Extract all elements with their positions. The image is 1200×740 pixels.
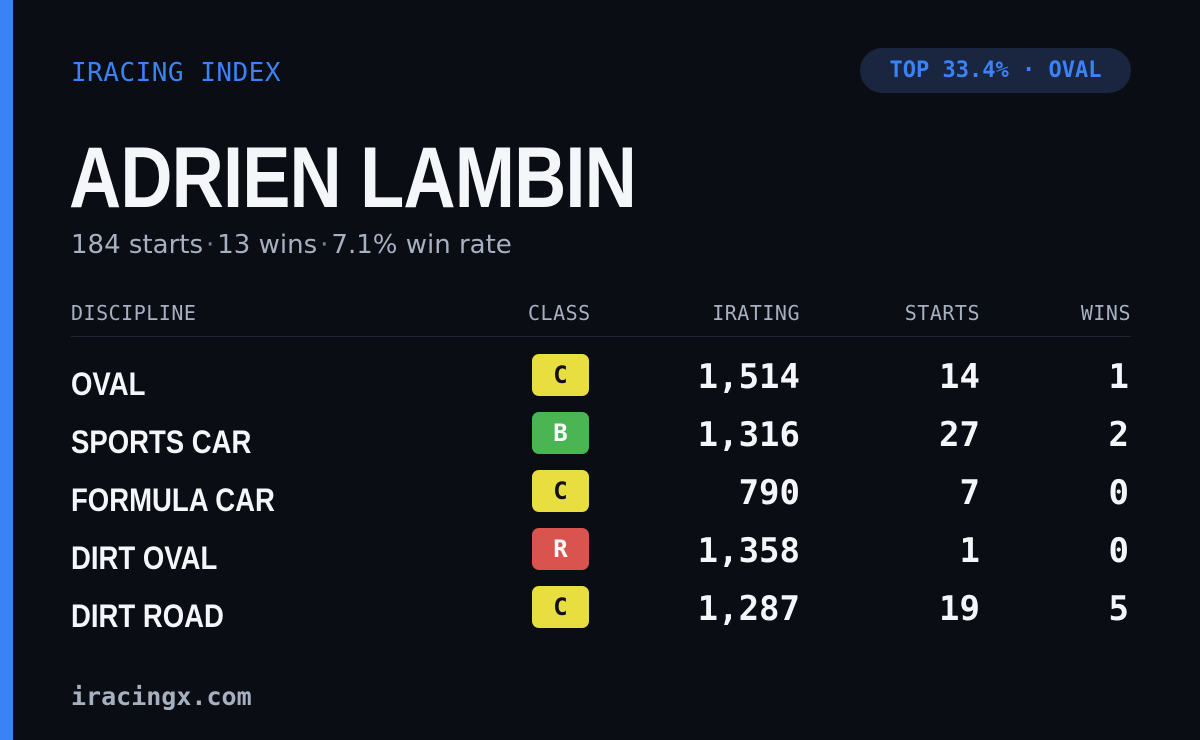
- footer-link[interactable]: iracingx.com: [71, 682, 252, 711]
- wins-value: 0: [1108, 531, 1129, 571]
- irating-value: 790: [738, 473, 800, 513]
- separator: ·: [320, 230, 329, 260]
- accent-bar: [0, 0, 13, 740]
- starts-summary: 184 starts: [71, 230, 203, 260]
- table-row: FORMULA CAR C 790 7 0: [71, 466, 1131, 524]
- table-row: DIRT OVAL R 1,358 1 0: [71, 524, 1131, 582]
- table-body: OVAL C 1,514 14 1 SPORTS CAR B 1,316 27 …: [71, 350, 1131, 640]
- wins-value: 0: [1108, 473, 1129, 513]
- discipline-name: OVAL: [71, 366, 146, 402]
- discipline-name: SPORTS CAR: [71, 424, 252, 460]
- rank-badge: TOP 33.4% · OVAL: [860, 48, 1131, 93]
- class-badge: B: [532, 412, 589, 454]
- separator: ·: [206, 230, 215, 260]
- irating-value: 1,358: [697, 531, 800, 571]
- irating-value: 1,287: [697, 589, 800, 629]
- class-badge: C: [532, 586, 589, 628]
- driver-name: ADRIEN LAMBIN: [69, 130, 637, 226]
- header-discipline: DISCIPLINE: [71, 301, 197, 325]
- starts-value: 19: [939, 589, 980, 629]
- table-row: DIRT ROAD C 1,287 19 5: [71, 582, 1131, 640]
- starts-value: 7: [959, 473, 980, 513]
- wins-summary: 13 wins: [217, 230, 318, 260]
- class-badge: R: [532, 528, 589, 570]
- wins-value: 1: [1108, 357, 1129, 397]
- wins-value: 5: [1108, 589, 1129, 629]
- irating-value: 1,514: [697, 357, 800, 397]
- table-header: DISCIPLINE CLASS IRATING STARTS WINS: [71, 296, 1131, 337]
- brand-label: IRACING INDEX: [71, 58, 281, 88]
- starts-value: 1: [959, 531, 980, 571]
- class-badge: C: [532, 354, 589, 396]
- win-rate-summary: 7.1% win rate: [331, 230, 512, 260]
- irating-value: 1,316: [697, 415, 800, 455]
- table-row: SPORTS CAR B 1,316 27 2: [71, 408, 1131, 466]
- header-wins: WINS: [1080, 301, 1131, 325]
- discipline-name: FORMULA CAR: [71, 482, 275, 518]
- starts-value: 14: [939, 357, 980, 397]
- discipline-name: DIRT OVAL: [71, 540, 218, 576]
- starts-value: 27: [939, 415, 980, 455]
- header-class: CLASS: [528, 301, 591, 325]
- class-badge: C: [532, 470, 589, 512]
- discipline-name: DIRT ROAD: [71, 598, 224, 634]
- table-row: OVAL C 1,514 14 1: [71, 350, 1131, 408]
- header-starts: STARTS: [904, 301, 980, 325]
- driver-summary: 184 starts · 13 wins · 7.1% win rate: [71, 226, 512, 264]
- wins-value: 2: [1108, 415, 1129, 455]
- header-irating: IRATING: [712, 301, 800, 325]
